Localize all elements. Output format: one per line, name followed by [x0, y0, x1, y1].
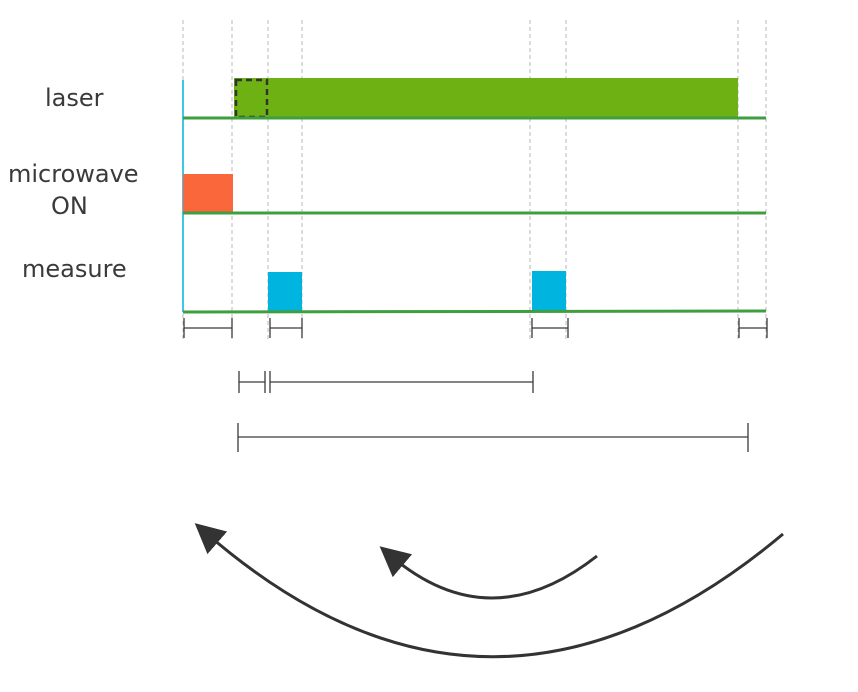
interval-bracket — [269, 371, 534, 393]
interval-bracket — [738, 318, 768, 338]
interval-bracket — [531, 318, 569, 338]
interval-bracket — [183, 318, 233, 338]
row-label-laser: laser — [45, 84, 104, 112]
inner-loop-arrow — [379, 546, 598, 600]
measure-baseline — [182, 309, 767, 314]
interval-brackets — [183, 318, 768, 452]
interval-bracket — [238, 371, 266, 393]
microwave-pulse — [183, 174, 233, 213]
interval-bracket — [269, 318, 303, 338]
interval-bracket — [237, 423, 749, 452]
measure-pulse — [268, 272, 302, 312]
row-label-microwave-on: ON — [51, 192, 88, 220]
outer-loop-arrow — [194, 523, 784, 659]
row-label-measure: measure — [22, 255, 127, 283]
measure-pulse — [532, 271, 566, 312]
row-label-microwave: microwave — [8, 160, 139, 188]
laser-pulse — [234, 78, 738, 118]
